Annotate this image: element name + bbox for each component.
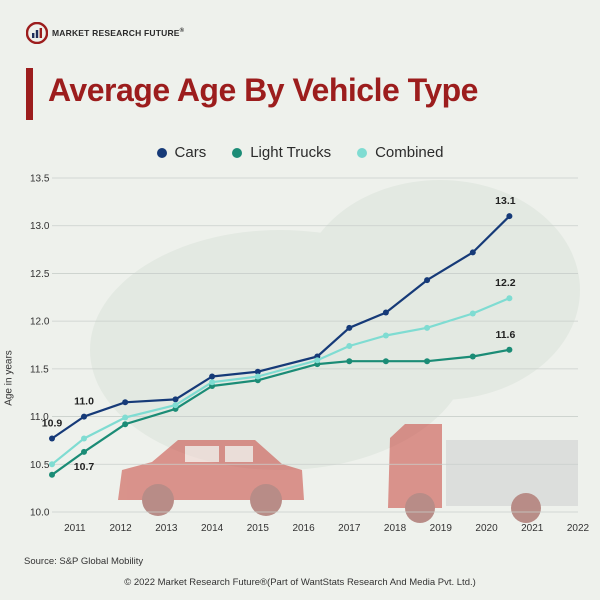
- data-point: [346, 342, 353, 349]
- data-label: 11.0: [74, 396, 94, 408]
- truck-wheel: [405, 493, 435, 523]
- chart-source: Source: S&P Global Mobility: [24, 556, 144, 567]
- data-point: [49, 435, 55, 442]
- data-point: [209, 379, 216, 386]
- car-window: [225, 446, 253, 462]
- x-tick-label: 2012: [109, 523, 132, 534]
- data-point: [254, 368, 261, 375]
- y-tick-label: 11.5: [30, 364, 49, 375]
- series-line-cars: [51, 215, 511, 440]
- brand-name: MARKET RESEARCH FUTURE®: [52, 28, 185, 38]
- x-tick-label: 2018: [384, 523, 407, 534]
- x-tick-label: 2019: [430, 523, 453, 534]
- y-tick-label: 10.0: [30, 508, 50, 519]
- y-tick-label: 12.5: [30, 269, 50, 280]
- data-point: [49, 461, 55, 468]
- truck-cab-illustration: [388, 424, 442, 508]
- data-point: [346, 324, 353, 331]
- data-point: [122, 399, 129, 406]
- brand-logo: MARKET RESEARCH FUTURE®: [26, 22, 184, 44]
- data-label: 10.9: [42, 418, 63, 430]
- truck-cargo-illustration: [446, 440, 578, 506]
- brand-registered-mark: ®: [179, 28, 185, 35]
- y-tick-label: 13.5: [30, 174, 50, 185]
- legend-label: Light Trucks: [250, 144, 332, 161]
- data-label: 11.6: [495, 329, 515, 341]
- data-point: [81, 435, 88, 442]
- data-point: [506, 346, 513, 353]
- data-point: [424, 277, 431, 284]
- y-tick-label: 12.0: [30, 317, 50, 328]
- data-label: 13.1: [495, 195, 516, 207]
- background-shape: [300, 180, 580, 400]
- data-point: [469, 249, 476, 256]
- x-tick-label: 2014: [201, 523, 224, 534]
- x-tick-label: 2013: [155, 523, 178, 534]
- y-tick-label: 10.5: [30, 460, 50, 471]
- x-tick-label: 2017: [338, 523, 361, 534]
- data-point: [506, 213, 513, 220]
- copyright-footer: © 2022 Market Research Future®(Part of W…: [124, 577, 476, 588]
- car-illustration: [118, 440, 304, 500]
- data-point: [469, 353, 476, 360]
- data-point: [382, 309, 389, 316]
- x-tick-label: 2021: [521, 523, 544, 534]
- y-tick-label: 13.0: [30, 221, 50, 232]
- data-point: [314, 357, 321, 364]
- data-point: [81, 448, 88, 455]
- car-wheel: [250, 484, 282, 516]
- data-point: [424, 358, 431, 365]
- brand-logo-icon: [26, 22, 48, 44]
- chart-legend: Cars Light Trucks Combined: [0, 144, 600, 161]
- data-point: [81, 413, 88, 420]
- x-tick-label: 2016: [292, 523, 315, 534]
- car-wheel: [142, 484, 174, 516]
- data-point: [254, 373, 261, 380]
- data-label: 12.2: [495, 277, 516, 289]
- legend-label: Cars: [174, 144, 207, 161]
- chart-title: Average Age By Vehicle Type: [48, 72, 478, 108]
- data-point: [382, 332, 389, 339]
- data-point: [424, 324, 431, 331]
- legend-item-combined: Combined: [357, 144, 443, 161]
- vehicle-illustration: [118, 424, 578, 523]
- x-tick-label: 2022: [567, 523, 590, 534]
- truck-wheel: [511, 493, 541, 523]
- data-point: [122, 414, 129, 421]
- title-accent-bar: [26, 68, 33, 120]
- legend-dot-icon: [232, 147, 243, 158]
- data-point: [49, 471, 55, 478]
- series-line-combined: [51, 297, 510, 466]
- y-tick-label: 11.0: [30, 412, 49, 423]
- legend-dot-icon: [156, 147, 167, 158]
- x-tick-label: 2015: [247, 523, 270, 534]
- legend-dot-icon: [357, 147, 368, 158]
- data-point: [506, 295, 513, 302]
- data-label: 10.7: [74, 461, 95, 473]
- data-point: [469, 310, 476, 317]
- data-point: [382, 358, 389, 365]
- x-tick-label: 2011: [64, 523, 86, 534]
- car-window: [185, 446, 219, 462]
- legend-item-cars: Cars: [156, 144, 207, 161]
- data-point: [172, 396, 179, 403]
- data-point: [172, 402, 179, 409]
- legend-label: Combined: [375, 144, 444, 161]
- series-line-light-trucks: [51, 348, 510, 476]
- data-point: [346, 358, 353, 365]
- data-point: [209, 373, 216, 380]
- x-tick-label: 2020: [475, 523, 498, 534]
- legend-item-light-trucks: Light Trucks: [232, 144, 331, 161]
- data-point: [122, 421, 129, 428]
